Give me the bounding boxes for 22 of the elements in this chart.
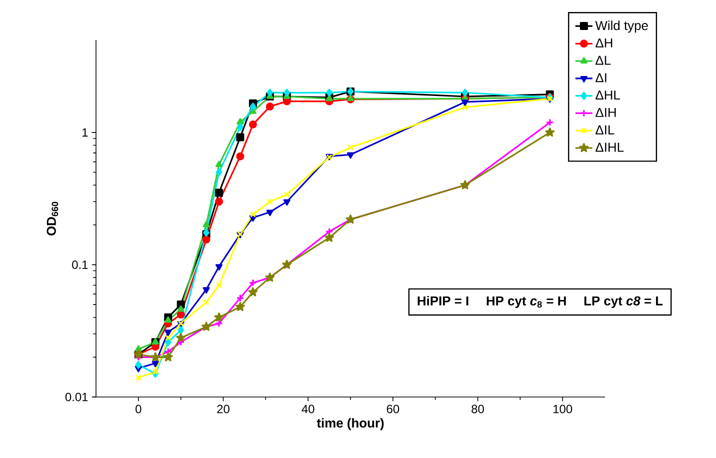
y-axis-title: OD$_{660}$ (46, 202, 58, 236)
x-tick-label: 40 (302, 404, 314, 414)
y-tick-label: 0.1 (72, 260, 88, 269)
legend-label: ΔIHL (596, 142, 624, 152)
x-axis-title: time (hour) (316, 418, 384, 430)
annotation: LP cyt c8 = L (584, 296, 663, 308)
legend-label: ΔHL (596, 90, 620, 100)
annotation: HiPIP = I (418, 296, 468, 306)
legend-label: ΔL (596, 56, 611, 65)
y-tick-label: 0.01 (65, 392, 88, 402)
x-tick-label: 20 (217, 404, 230, 414)
x-tick-label: 80 (472, 404, 484, 414)
legend-label: ΔIH (596, 108, 616, 117)
legend-label: ΔH (596, 38, 612, 48)
annotation: HP cyt c$_{8}$ = H (486, 296, 566, 308)
legend-label: ΔIL (596, 125, 614, 134)
x-tick-label: 100 (554, 404, 572, 414)
x-tick-label: 60 (386, 404, 400, 414)
x-tick-label: 0 (136, 404, 142, 414)
legend-label: Wild type (595, 20, 648, 33)
y-tick-label: 1 (82, 128, 88, 137)
legend-label: ΔI (596, 73, 606, 82)
